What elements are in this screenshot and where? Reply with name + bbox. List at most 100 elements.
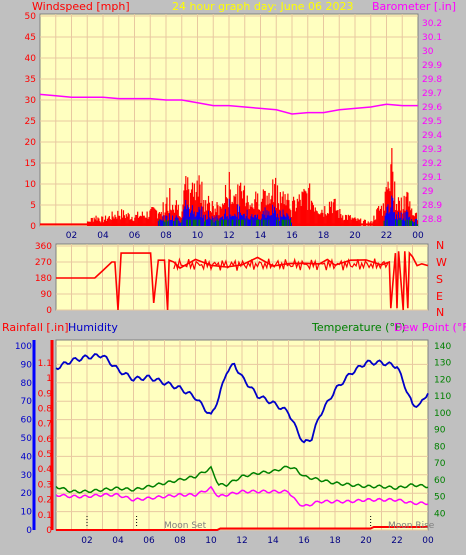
- rain-y-tick-label: 0.9: [38, 389, 53, 399]
- wind-x-tick-label: 10: [192, 231, 204, 241]
- rain-y-tick-label: 0.6: [38, 435, 53, 445]
- humidity-series-line: [55, 353, 429, 444]
- wind-x-tick-label: 04: [97, 231, 109, 241]
- wind-y-tick-label: 15: [25, 159, 36, 169]
- rain-y-tick-label: 1: [46, 374, 52, 384]
- barometer-y-tick-label: 29.4: [422, 131, 442, 141]
- wind-x-tick-label: 20: [349, 231, 361, 241]
- wind-y-tick-label: 40: [25, 54, 37, 64]
- barometer-y-tick-label: 29: [422, 187, 434, 197]
- rain-y-tick-label: 0: [46, 526, 52, 536]
- direction-y-tick-label: 360: [35, 242, 52, 252]
- humidity-y-tick-label: 100: [15, 342, 32, 352]
- rain-y-tick-label: 0.3: [38, 480, 52, 490]
- direction-y-tick-label: 90: [41, 290, 53, 300]
- dewpoint-label: Dew Point (°F): [394, 321, 466, 334]
- barometer-y-tick-label: 28.9: [422, 201, 442, 211]
- direction-y-tick-label: 180: [35, 274, 52, 284]
- humidity-x-tick-label: 06: [143, 536, 155, 546]
- humidity-x-tick-label: 22: [391, 536, 402, 546]
- barometer-y-tick-label: 29.8: [422, 75, 442, 85]
- barometer-y-tick-label: 28.8: [422, 215, 442, 225]
- barometer-y-tick-label: 29.3: [422, 145, 442, 155]
- rain-y-tick-label: 0.5: [38, 450, 52, 460]
- wind-y-tick-label: 35: [25, 75, 36, 85]
- wind-x-tick-label: 16: [286, 231, 298, 241]
- barometer-y-tick-label: 29.1: [422, 173, 442, 183]
- humidity-x-tick-label: 20: [360, 536, 372, 546]
- direction-y-tick-label: 0: [46, 306, 52, 316]
- wind-x-tick-label: 06: [129, 231, 141, 241]
- direction-y-tick-label: 270: [35, 258, 52, 268]
- temperature-y-tick-label: 50: [434, 493, 446, 503]
- humidity-y-tick-label: 30: [21, 471, 33, 481]
- wind-y-tick-label: 25: [25, 117, 36, 127]
- humidity-x-tick-label: 14: [267, 536, 279, 546]
- humidity-x-tick-label: 08: [174, 536, 186, 546]
- wind-x-tick-label: 12: [223, 231, 234, 241]
- rainfall-label: Rainfall [.in]: [2, 321, 69, 334]
- humidity-x-tick-label: 04: [112, 536, 124, 546]
- dir-letter-n-top: N: [436, 239, 444, 252]
- dir-letter-e: E: [436, 290, 443, 303]
- wind-x-tick-label: 22: [381, 231, 392, 241]
- humidity-y-tick-label: 40: [21, 452, 33, 462]
- wind-x-tick-label: 14: [255, 231, 267, 241]
- temperature-y-tick-label: 40: [434, 509, 446, 519]
- wind-y-tick-label: 20: [25, 138, 37, 148]
- wind-y-tick-label: 30: [25, 96, 37, 106]
- dir-letter-n-bottom: N: [436, 306, 444, 319]
- temperature-y-tick-label: 120: [434, 375, 451, 385]
- graph-title: 24 hour graph day: June 06 2023: [172, 0, 353, 13]
- humidity-y-tick-label: 90: [21, 360, 33, 370]
- wind-y-tick-label: 50: [25, 12, 37, 22]
- rainfall-series-line: [56, 526, 428, 531]
- temperature-y-tick-label: 80: [434, 442, 446, 452]
- rain-y-tick-label: 1.1: [38, 359, 52, 369]
- humidity-y-tick-label: 10: [21, 508, 33, 518]
- tick-labels: 0510152025303540455028.828.92929.129.229…: [15, 12, 452, 546]
- barometer-y-tick-label: 29.5: [422, 117, 442, 127]
- wind-y-tick-label: 5: [30, 201, 36, 211]
- dir-letter-w: W: [436, 256, 447, 269]
- barometer-y-tick-label: 29.9: [422, 61, 442, 71]
- humidity-x-tick-label: 16: [298, 536, 310, 546]
- rain-y-tick-label: 0.4: [38, 465, 53, 475]
- humidity-label: Humidity: [68, 321, 118, 334]
- humidity-y-tick-label: 80: [21, 379, 33, 389]
- wind-y-tick-label: 10: [25, 180, 37, 190]
- moon-rise-label: Moon Rise: [388, 521, 435, 531]
- humidity-x-tick-label: 18: [329, 536, 341, 546]
- humidity-y-tick-label: 70: [21, 397, 33, 407]
- dewpoint-series-line: [55, 485, 429, 507]
- temperature-y-tick-label: 60: [434, 476, 446, 486]
- temperature-series-line: [55, 465, 429, 494]
- barometer-y-tick-label: 29.6: [422, 103, 442, 113]
- temperature-y-tick-label: 90: [434, 426, 446, 436]
- humidity-y-tick-label: 60: [21, 416, 33, 426]
- dir-letter-s: S: [436, 273, 443, 286]
- wind-direction-jitter-line: [173, 257, 389, 272]
- barometer-y-tick-label: 29.7: [422, 89, 442, 99]
- temperature-y-tick-label: 140: [434, 342, 451, 352]
- barometer-y-tick-label: 30.1: [422, 33, 442, 43]
- wind-x-tick-label: 18: [318, 231, 330, 241]
- rain-y-tick-label: 0.7: [38, 420, 52, 430]
- wind-x-tick-label: 02: [66, 231, 77, 241]
- barometer-y-tick-label: 30.2: [422, 19, 442, 29]
- moon-set-label: Moon Set: [164, 521, 207, 531]
- barometer-y-tick-label: 30: [422, 47, 434, 57]
- wind-y-tick-label: 0: [30, 222, 36, 232]
- humidity-y-tick-label: 0: [26, 526, 32, 536]
- humidity-x-tick-label: 10: [205, 536, 217, 546]
- wind-direction-series-line: [56, 251, 429, 311]
- windspeed-label: Windspeed [mph]: [32, 0, 130, 13]
- humidity-y-tick-label: 20: [21, 489, 33, 499]
- barometer-y-tick-label: 29.2: [422, 159, 442, 169]
- humidity-x-tick-label: 12: [236, 536, 247, 546]
- temperature-y-tick-label: 110: [434, 392, 451, 402]
- temperature-y-tick-label: 70: [434, 459, 446, 469]
- humidity-x-tick-label: 02: [81, 536, 92, 546]
